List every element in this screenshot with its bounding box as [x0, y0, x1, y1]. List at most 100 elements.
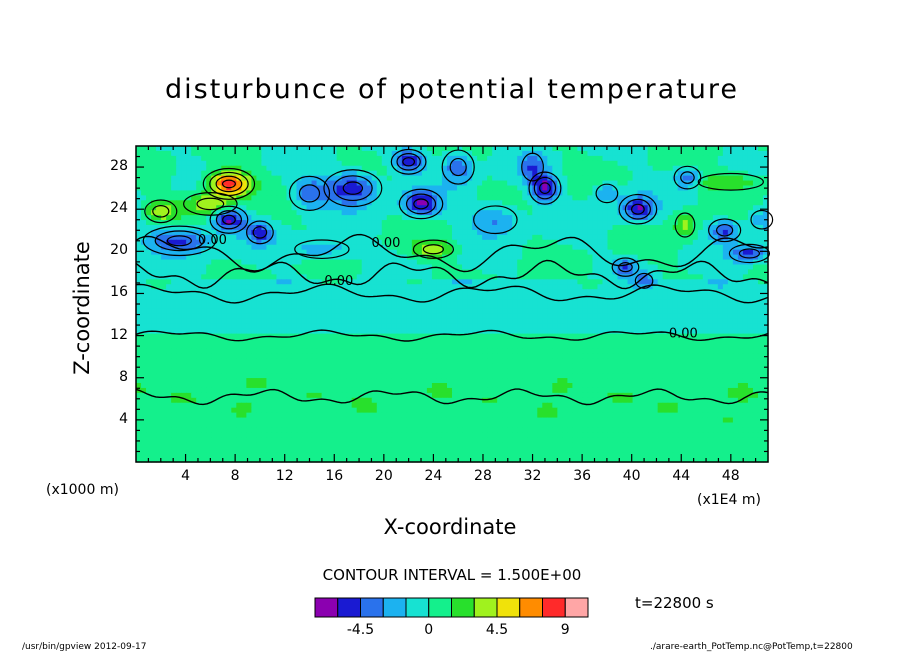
heatmap-cell	[707, 318, 714, 325]
heatmap-cell	[271, 205, 278, 211]
heatmap-cell	[717, 185, 724, 192]
heatmap-cell	[266, 338, 273, 345]
heatmap-cell	[467, 328, 473, 335]
heatmap-cell	[301, 333, 308, 340]
heatmap-cell	[762, 220, 769, 226]
heatmap-cell	[436, 284, 443, 290]
heatmap-cell	[181, 160, 187, 167]
heatmap-cell	[381, 244, 388, 251]
heatmap-cell	[507, 333, 513, 340]
heatmap-cell	[457, 160, 463, 167]
heatmap-cell	[286, 299, 293, 305]
heatmap-cell	[376, 185, 383, 192]
heatmap-cell	[702, 254, 709, 261]
heatmap-cell	[301, 328, 308, 335]
heatmap-cell	[286, 323, 293, 330]
heatmap-cell	[622, 160, 629, 167]
heatmap-cell	[667, 308, 674, 315]
heatmap-cell	[747, 294, 754, 300]
heatmap-cell	[662, 269, 669, 275]
heatmap-cell	[391, 244, 398, 251]
heatmap-cell	[321, 229, 328, 236]
heatmap-cell	[572, 215, 578, 221]
heatmap-cell	[346, 165, 353, 172]
heatmap-cell	[652, 304, 659, 310]
heatmap-cell	[452, 318, 458, 325]
heatmap-cell	[151, 244, 157, 251]
heatmap-cell	[376, 323, 383, 330]
heatmap-cell	[587, 264, 594, 271]
heatmap-cell	[597, 180, 604, 187]
heatmap-cell	[291, 160, 298, 167]
heatmap-cell	[256, 239, 262, 246]
heatmap-cell	[271, 249, 278, 256]
heatmap-cell	[457, 264, 463, 271]
heatmap-cell	[497, 279, 503, 285]
heatmap-cell	[446, 304, 453, 310]
heatmap-cell	[462, 304, 468, 310]
heatmap-cell	[166, 165, 172, 172]
heatmap-cell	[411, 333, 418, 340]
heatmap-cell	[702, 328, 709, 335]
heatmap-cell	[181, 190, 187, 196]
heatmap-cell	[436, 289, 443, 295]
heatmap-cell	[672, 155, 679, 162]
heatmap-cell	[567, 264, 573, 271]
heatmap-cell	[522, 160, 528, 167]
heatmap-cell	[592, 254, 599, 261]
heatmap-cell	[457, 210, 463, 216]
heatmap-cell	[246, 215, 252, 221]
heatmap-cell	[256, 269, 262, 275]
heatmap-cell	[722, 284, 729, 290]
heatmap-cell	[386, 215, 393, 221]
heatmap-cell	[256, 259, 262, 266]
heatmap-cell	[201, 294, 207, 300]
heatmap-cell	[532, 239, 538, 246]
heatmap-cell	[361, 313, 368, 320]
heatmap-cell	[722, 308, 729, 315]
heatmap-cell	[757, 323, 764, 330]
heatmap-cell	[226, 195, 232, 201]
heatmap-cell	[642, 264, 649, 271]
heatmap-cell	[276, 225, 283, 231]
heatmap-cell	[642, 146, 649, 152]
heatmap-cell	[431, 249, 438, 256]
heatmap-cell	[366, 180, 373, 187]
heatmap-cell	[757, 205, 764, 211]
heatmap-cell	[281, 264, 288, 271]
heatmap-cell	[331, 294, 338, 300]
heatmap-cell	[191, 195, 197, 201]
heatmap-cell	[336, 294, 343, 300]
heatmap-cell	[502, 165, 508, 172]
heatmap-cell	[572, 294, 578, 300]
heatmap-cell	[702, 160, 709, 167]
heatmap-cell	[351, 289, 358, 295]
heatmap-cell	[446, 146, 453, 152]
heatmap-cell	[266, 165, 273, 172]
heatmap-cell	[762, 210, 769, 216]
heatmap-cell	[757, 313, 764, 320]
heatmap-cell	[431, 333, 438, 340]
heatmap-cell	[326, 294, 333, 300]
heatmap-cell	[587, 200, 594, 206]
heatmap-cell	[436, 225, 443, 231]
heatmap-cell	[311, 274, 318, 280]
heatmap-cell	[697, 155, 704, 162]
heatmap-cell	[336, 259, 343, 266]
heatmap-cell	[712, 294, 719, 300]
heatmap-cell	[667, 150, 674, 157]
heatmap-cell	[647, 229, 654, 236]
heatmap-cell	[166, 338, 172, 345]
heatmap-cell	[722, 185, 729, 192]
heatmap-cell	[236, 150, 242, 157]
heatmap-cell	[497, 170, 503, 177]
heatmap-cell	[371, 279, 378, 285]
heatmap-cell	[727, 264, 734, 271]
heatmap-cell	[527, 304, 533, 310]
heatmap-cell	[336, 249, 343, 256]
heatmap-cell	[231, 279, 237, 285]
heatmap-cell	[291, 269, 298, 275]
heatmap-cell	[552, 333, 558, 340]
heatmap-cell	[166, 229, 172, 236]
heatmap-cell	[527, 313, 533, 320]
